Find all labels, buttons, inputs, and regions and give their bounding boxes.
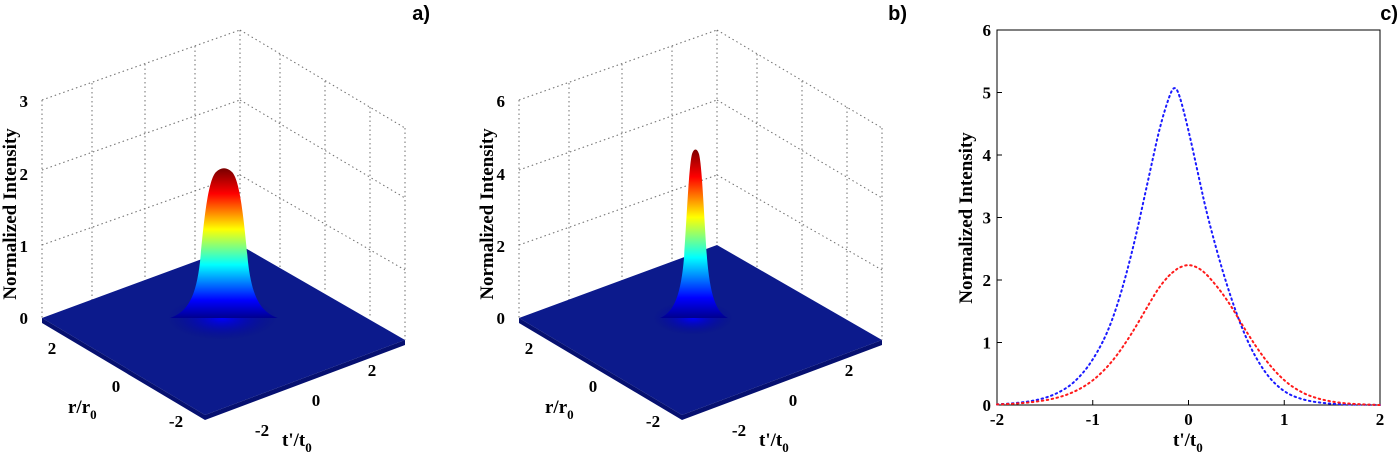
panel-b-base-side-right <box>682 340 882 420</box>
panel-a-z-ticks: 0 1 2 3 <box>20 92 29 328</box>
panel-b-peak <box>660 149 728 318</box>
panel-b-z-tick: 0 <box>497 309 506 328</box>
panel-a-x-label: t'/t0 <box>282 430 312 455</box>
panel-c-series <box>996 87 1381 406</box>
panel-a-z-tick: 0 <box>20 309 29 328</box>
panel-c: 0 1 2 3 4 5 6 -2 -1 0 1 2 Normalized Intensity t'/… <box>956 3 1398 455</box>
panel-b-z-tick: 6 <box>497 92 506 111</box>
panel-c-y-ticks: 0 1 2 3 4 5 6 <box>983 21 1002 415</box>
panel-b: 0 2 4 6 Normalized Intensity 2 0 -2 -2 0… <box>477 3 907 455</box>
panel-b-x-label-main: t'/t <box>759 430 783 451</box>
panel-c-y-tick: 3 <box>983 209 992 228</box>
panel-a-base-side-right <box>205 340 405 420</box>
panel-a-y-tick: 2 <box>48 339 57 358</box>
panel-c-x-tick: 0 <box>1184 410 1193 429</box>
panel-a-y-label-main: r/r <box>68 397 91 418</box>
panel-c-x-ticks: -2 -1 0 1 2 <box>990 400 1384 429</box>
panel-a-base-side <box>42 318 205 420</box>
panel-c-plot-frame <box>996 29 1381 406</box>
panel-b-y-label-main: r/r <box>545 397 568 418</box>
panel-a-z-label: Normalized Intensity <box>0 128 21 300</box>
panel-a-z-tick: 2 <box>20 165 29 184</box>
panel-b-y-label: r/r0 <box>545 397 574 422</box>
panel-a-y-label-sub: 0 <box>90 407 97 422</box>
panel-c-x-tick: 1 <box>1280 410 1289 429</box>
panel-b-x-tick: 2 <box>845 361 854 380</box>
panel-c-x-tick: 2 <box>1376 410 1385 429</box>
panel-a: 0 1 2 3 Normalized Intensity 2 0 -2 -2 0… <box>0 3 430 455</box>
panel-a-x-tick: 2 <box>368 361 377 380</box>
panel-a-z-tick: 1 <box>20 237 29 256</box>
panel-a-peak <box>170 168 278 318</box>
panel-b-x-label-sub: 0 <box>782 440 789 455</box>
panel-c-x-label-main: t'/t <box>1173 430 1197 451</box>
panel-c-y-tick: 5 <box>983 84 992 103</box>
panel-c-y-tick: 0 <box>983 396 992 415</box>
panel-b-z-tick: 4 <box>497 165 506 184</box>
panel-b-base-side <box>519 318 682 420</box>
panel-a-y-tick: -2 <box>169 412 183 431</box>
panel-c-series-line-1 <box>996 87 1381 406</box>
panel-c-x-tick: -1 <box>1086 410 1100 429</box>
panel-b-label: b) <box>888 3 907 25</box>
panel-a-x-ticks: -2 0 2 <box>255 361 376 440</box>
panel-a-label: a) <box>412 3 430 25</box>
panel-c-label: c) <box>1380 3 1398 25</box>
panel-c-series-line-2 <box>996 264 1381 406</box>
panel-b-z-tick: 2 <box>497 237 506 256</box>
panel-c-y-tick: 2 <box>983 271 992 290</box>
panel-b-y-tick: -2 <box>646 412 660 431</box>
panel-a-y-tick: 0 <box>112 377 121 396</box>
panel-b-grid <box>518 29 883 340</box>
panel-a-y-ticks: 2 0 -2 <box>48 339 183 431</box>
panel-a-x-tick: -2 <box>255 421 269 440</box>
panel-c-x-tick: -2 <box>990 410 1004 429</box>
panel-c-y-tick: 4 <box>983 146 992 165</box>
panel-b-x-ticks: -2 0 2 <box>732 361 853 440</box>
panel-b-y-tick: 2 <box>525 339 534 358</box>
panel-c-x-label-sub: 0 <box>1196 440 1203 455</box>
panel-c-y-tick: 6 <box>983 21 992 40</box>
panel-a-z-tick: 3 <box>20 92 29 111</box>
panel-b-x-tick: 0 <box>789 391 798 410</box>
panel-b-x-tick: -2 <box>732 421 746 440</box>
panel-a-y-label: r/r0 <box>68 397 97 422</box>
panel-a-x-label-sub: 0 <box>305 440 312 455</box>
panel-b-z-label: Normalized Intensity <box>477 128 498 300</box>
panel-c-y-tick: 1 <box>983 334 992 353</box>
panel-b-x-label: t'/t0 <box>759 430 789 455</box>
panel-c-x-label: t'/t0 <box>1173 430 1203 455</box>
panel-c-y-label: Normalized Intensity <box>956 132 977 304</box>
panel-a-x-label-main: t'/t <box>282 430 306 451</box>
panel-b-y-tick: 0 <box>589 377 598 396</box>
panel-b-y-label-sub: 0 <box>567 407 574 422</box>
panel-b-z-ticks: 0 2 4 6 <box>497 92 506 328</box>
panel-a-x-tick: 0 <box>312 391 321 410</box>
panel-a-grid <box>41 29 406 340</box>
panel-b-y-ticks: 2 0 -2 <box>525 339 660 431</box>
